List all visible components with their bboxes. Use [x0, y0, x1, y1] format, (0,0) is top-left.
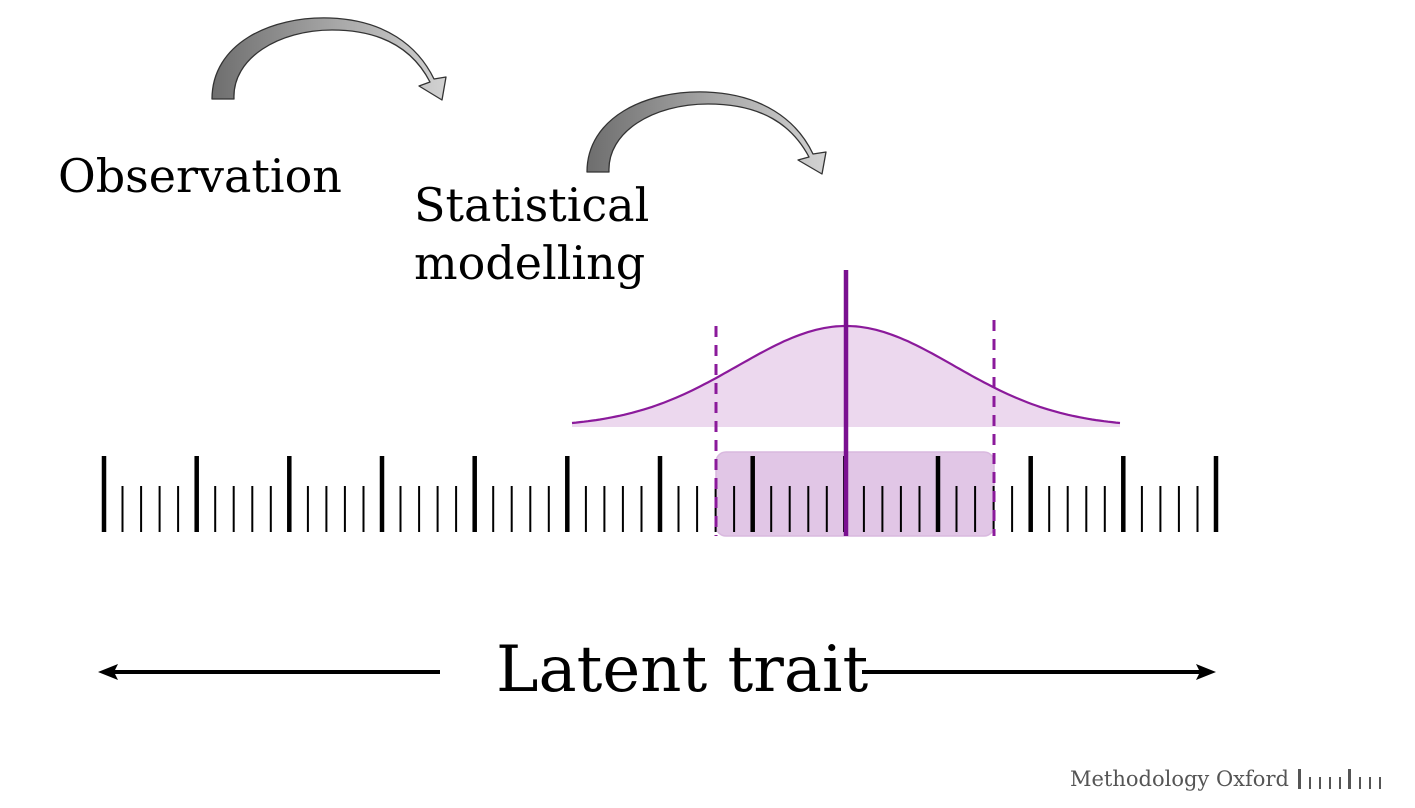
interval-box — [715, 451, 995, 537]
right-direction-arrow — [862, 664, 1216, 680]
measurement-scale — [101, 456, 1219, 532]
observation-label: Observation — [58, 149, 342, 203]
curved-arrow-icon — [586, 91, 827, 175]
left-direction-arrow — [98, 664, 440, 680]
curved-arrow-icon — [211, 17, 447, 101]
statistical-modelling-label: Statistical modelling — [414, 178, 650, 290]
brand-name: Methodology Oxford — [1070, 767, 1289, 791]
ruler-logo-icon — [1297, 769, 1381, 789]
brand-footer: Methodology Oxford — [1070, 764, 1393, 794]
latent-trait-label: Latent trait — [496, 633, 869, 707]
